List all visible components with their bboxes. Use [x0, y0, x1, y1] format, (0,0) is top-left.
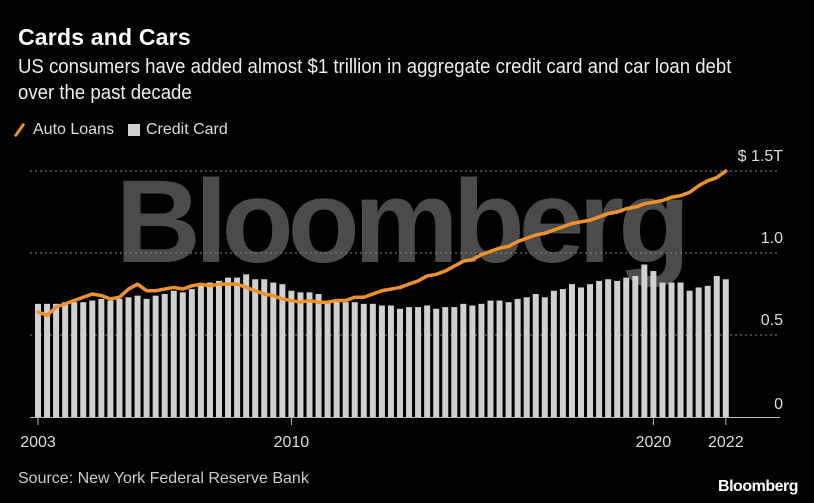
- credit-card-bar: [62, 302, 69, 417]
- x-tick-label: 2022: [708, 434, 744, 451]
- credit-card-bar: [578, 287, 584, 417]
- credit-card-bar: [89, 300, 96, 417]
- chart-subtitle: US consumers have added almost $1 trilli…: [18, 56, 732, 104]
- y-tick-label: 0: [774, 396, 783, 413]
- credit-card-bar: [469, 305, 476, 417]
- credit-card-bar: [668, 282, 675, 417]
- credit-card-bar: [53, 303, 60, 417]
- legend-credit-card: Credit Card: [145, 121, 228, 138]
- credit-card-bar: [686, 290, 693, 417]
- credit-card-bar: [460, 303, 467, 417]
- credit-card-bar: [514, 298, 521, 417]
- credit-card-legend-icon: [127, 124, 140, 136]
- credit-card-bar: [442, 307, 449, 417]
- credit-card-bar: [369, 303, 376, 417]
- x-tick-label: 2003: [20, 434, 56, 451]
- credit-card-bar: [523, 297, 530, 417]
- credit-card-bar: [342, 302, 349, 417]
- credit-card-bar: [125, 297, 132, 417]
- credit-card-bar: [397, 308, 403, 417]
- credit-card-bar: [252, 279, 259, 417]
- credit-card-bar: [695, 287, 702, 417]
- credit-card-bar: [424, 305, 431, 417]
- credit-card-bar: [487, 300, 494, 417]
- credit-card-bar: [568, 284, 575, 417]
- y-tick-label: $ 1.5T: [738, 148, 784, 165]
- credit-card-bar: [197, 285, 204, 417]
- credit-card-bar: [478, 303, 485, 417]
- credit-card-bar: [360, 303, 367, 417]
- credit-card-bar: [650, 271, 657, 417]
- credit-card-bar: [641, 264, 648, 417]
- credit-card-bar: [587, 284, 594, 417]
- y-tick-label: 1.0: [761, 230, 783, 247]
- credit-card-bar: [306, 292, 313, 417]
- credit-card-bar: [216, 280, 222, 417]
- credit-card-bar: [243, 274, 250, 417]
- credit-card-bar: [179, 292, 186, 417]
- bloomberg-watermark: Bloomberg: [116, 156, 685, 288]
- credit-card-bar: [623, 277, 630, 417]
- credit-card-bar: [234, 277, 241, 417]
- credit-card-bar: [722, 279, 729, 417]
- credit-card-bar: [550, 290, 557, 417]
- credit-card-bar: [270, 282, 277, 417]
- credit-card-bar: [505, 302, 512, 417]
- credit-card-bar: [161, 294, 168, 417]
- credit-card-bar: [98, 298, 105, 417]
- credit-card-bar: [288, 290, 295, 417]
- credit-card-bar: [559, 289, 566, 417]
- legend: Auto Loans Credit Card: [13, 121, 228, 139]
- credit-card-bar: [71, 302, 78, 417]
- credit-card-bar: [107, 300, 114, 417]
- credit-card-bar: [415, 307, 422, 417]
- x-tick-label: 2010: [274, 434, 310, 451]
- legend-auto-loans: Auto Loans: [33, 121, 114, 138]
- credit-card-bar: [387, 305, 394, 417]
- credit-card-bar: [541, 297, 548, 417]
- credit-card-bar: [333, 300, 340, 417]
- bloomberg-logo: Bloomberg: [718, 478, 798, 495]
- credit-card-bar: [188, 289, 195, 417]
- credit-card-bar: [659, 282, 666, 417]
- credit-card-bar: [261, 279, 268, 417]
- credit-card-bar: [297, 292, 304, 417]
- x-tick-label: 2020: [636, 434, 672, 451]
- credit-card-bar: [324, 300, 331, 417]
- y-tick-label: 0.5: [761, 312, 783, 329]
- chart-title: Cards and Cars: [18, 24, 191, 50]
- credit-card-bar: [433, 308, 440, 417]
- credit-card-bar: [596, 280, 603, 417]
- credit-card-bar: [605, 279, 612, 417]
- credit-card-bar: [614, 280, 621, 417]
- credit-card-bar: [704, 285, 711, 417]
- credit-card-bar: [378, 305, 385, 417]
- credit-card-bar: [44, 303, 51, 417]
- credit-card-bar: [225, 277, 232, 417]
- credit-card-bar: [632, 275, 639, 417]
- credit-card-bar: [713, 275, 720, 417]
- credit-card-bar: [532, 294, 539, 417]
- credit-card-bar: [351, 302, 358, 417]
- credit-card-bar: [206, 282, 213, 417]
- credit-card-bar: [406, 307, 413, 417]
- credit-card-bar: [496, 300, 503, 417]
- source-note: Source: New York Federal Reserve Bank: [18, 470, 309, 487]
- credit-card-bar: [152, 295, 159, 417]
- credit-card-bar: [315, 294, 322, 417]
- credit-card-bar: [80, 302, 87, 417]
- credit-card-bar: [451, 307, 458, 417]
- credit-card-bar: [134, 295, 141, 417]
- credit-card-bar: [677, 282, 684, 417]
- credit-card-bar: [170, 290, 177, 417]
- credit-card-bar: [143, 298, 150, 417]
- credit-card-bar: [279, 284, 286, 417]
- credit-card-bar: [116, 298, 123, 417]
- credit-card-bar: [35, 303, 41, 417]
